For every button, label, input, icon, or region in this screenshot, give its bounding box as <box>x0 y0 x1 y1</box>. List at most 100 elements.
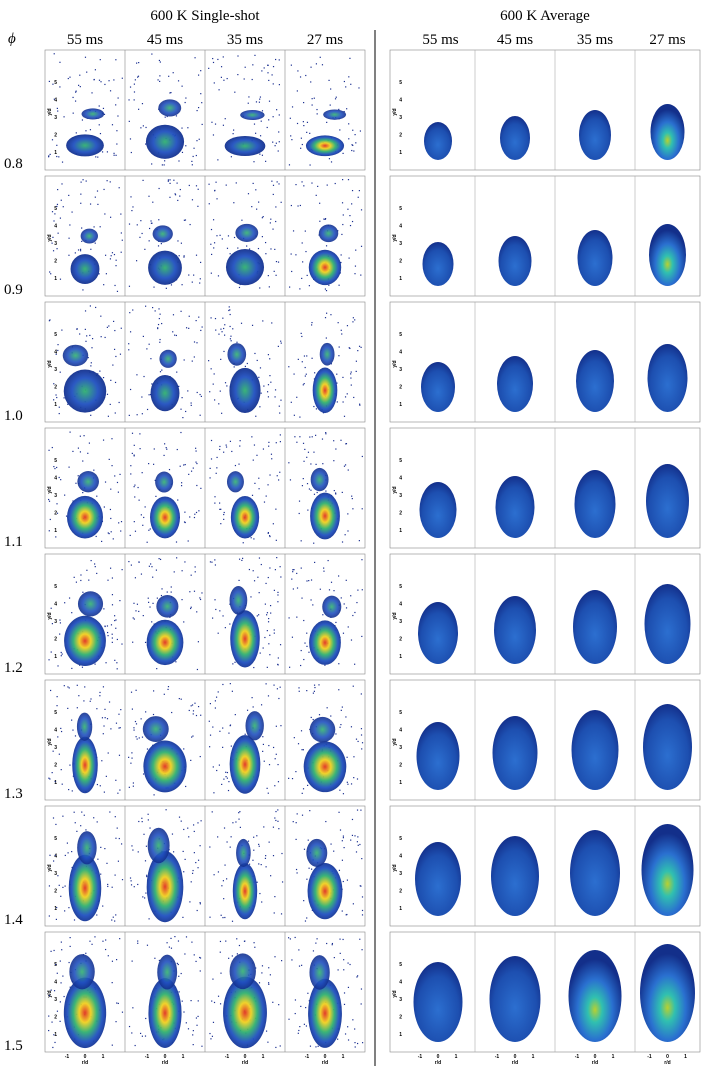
speckle <box>280 576 282 578</box>
speckle <box>180 310 182 312</box>
speckle <box>136 224 138 226</box>
speckle <box>130 691 133 693</box>
speckle <box>158 59 161 62</box>
speckle <box>100 336 102 338</box>
speckle <box>110 216 112 218</box>
speckle <box>333 850 335 852</box>
speckle <box>278 1004 280 1006</box>
speckle <box>193 590 196 592</box>
speckle <box>221 783 223 786</box>
speckle <box>52 250 55 252</box>
speckle <box>118 187 120 189</box>
speckle <box>185 1022 187 1024</box>
speckle <box>185 97 187 99</box>
speckle <box>346 913 348 916</box>
flame-blob <box>230 496 260 539</box>
speckle <box>238 944 241 947</box>
speckle <box>62 815 64 817</box>
speckle <box>71 790 73 792</box>
speckle <box>305 1006 307 1009</box>
y-axis-label: y/d <box>392 612 398 619</box>
flame-blob <box>150 374 180 412</box>
speckle <box>149 528 151 530</box>
speckle <box>132 617 134 619</box>
speckle <box>300 1005 302 1008</box>
speckle <box>326 121 328 123</box>
speckle <box>312 718 314 721</box>
speckle <box>280 201 282 203</box>
speckle <box>258 101 261 103</box>
speckle <box>121 569 123 571</box>
speckle <box>267 621 270 623</box>
flame-blob <box>319 342 335 366</box>
speckle <box>180 242 182 244</box>
speckle <box>102 905 104 907</box>
speckle <box>330 88 332 90</box>
speckle <box>208 360 210 362</box>
column-label: 27 ms <box>649 32 685 48</box>
speckle <box>295 254 297 256</box>
average-blob <box>644 584 691 664</box>
speckle <box>346 393 348 395</box>
speckle <box>67 686 69 688</box>
y-tick-label: 5 <box>54 458 57 464</box>
speckle <box>59 1020 61 1022</box>
speckle <box>114 816 116 818</box>
speckle <box>141 232 143 235</box>
speckle <box>104 83 106 86</box>
speckle <box>57 110 59 112</box>
speckle <box>191 281 193 283</box>
speckle <box>212 766 214 768</box>
speckle <box>148 394 150 396</box>
speckle <box>361 589 363 591</box>
speckle <box>345 86 347 88</box>
y-tick-label: 2 <box>54 385 57 391</box>
speckle <box>115 619 117 621</box>
speckle <box>208 67 210 69</box>
speckle <box>115 627 117 629</box>
speckle <box>219 730 221 732</box>
speckle <box>360 885 362 887</box>
x-tick-label: -1 <box>65 1054 70 1060</box>
speckle <box>198 316 200 318</box>
speckle <box>228 732 230 734</box>
speckle <box>152 576 154 578</box>
speckle <box>343 969 345 971</box>
speckle <box>333 956 335 959</box>
speckle <box>192 735 194 737</box>
speckle <box>316 938 318 940</box>
speckle <box>107 885 109 888</box>
x-tick-label: 0 <box>666 1054 669 1060</box>
speckle <box>80 825 82 827</box>
speckle <box>176 962 178 964</box>
speckle <box>302 384 304 386</box>
speckle <box>225 446 228 448</box>
speckle <box>136 603 139 605</box>
speckle <box>131 752 133 754</box>
speckle <box>300 147 302 149</box>
speckle <box>100 846 102 848</box>
x-tick-label: 1 <box>102 1054 105 1060</box>
speckle <box>344 1033 347 1035</box>
speckle <box>307 784 309 786</box>
speckle <box>263 760 265 762</box>
speckle <box>137 940 139 942</box>
speckle <box>275 810 277 813</box>
speckle <box>135 723 138 725</box>
speckle <box>252 64 254 66</box>
speckle <box>346 781 348 783</box>
y-tick-label: 1 <box>54 906 57 912</box>
speckle <box>106 326 108 328</box>
speckle <box>211 561 213 563</box>
speckle <box>297 358 299 360</box>
speckle <box>214 502 216 504</box>
speckle <box>353 777 355 779</box>
speckle <box>268 100 271 102</box>
speckle <box>182 850 184 853</box>
speckle <box>170 937 172 940</box>
flame-blob <box>230 610 260 668</box>
flame-blob <box>148 250 182 285</box>
speckle <box>269 974 271 976</box>
speckle <box>96 495 98 497</box>
speckle <box>360 245 363 247</box>
